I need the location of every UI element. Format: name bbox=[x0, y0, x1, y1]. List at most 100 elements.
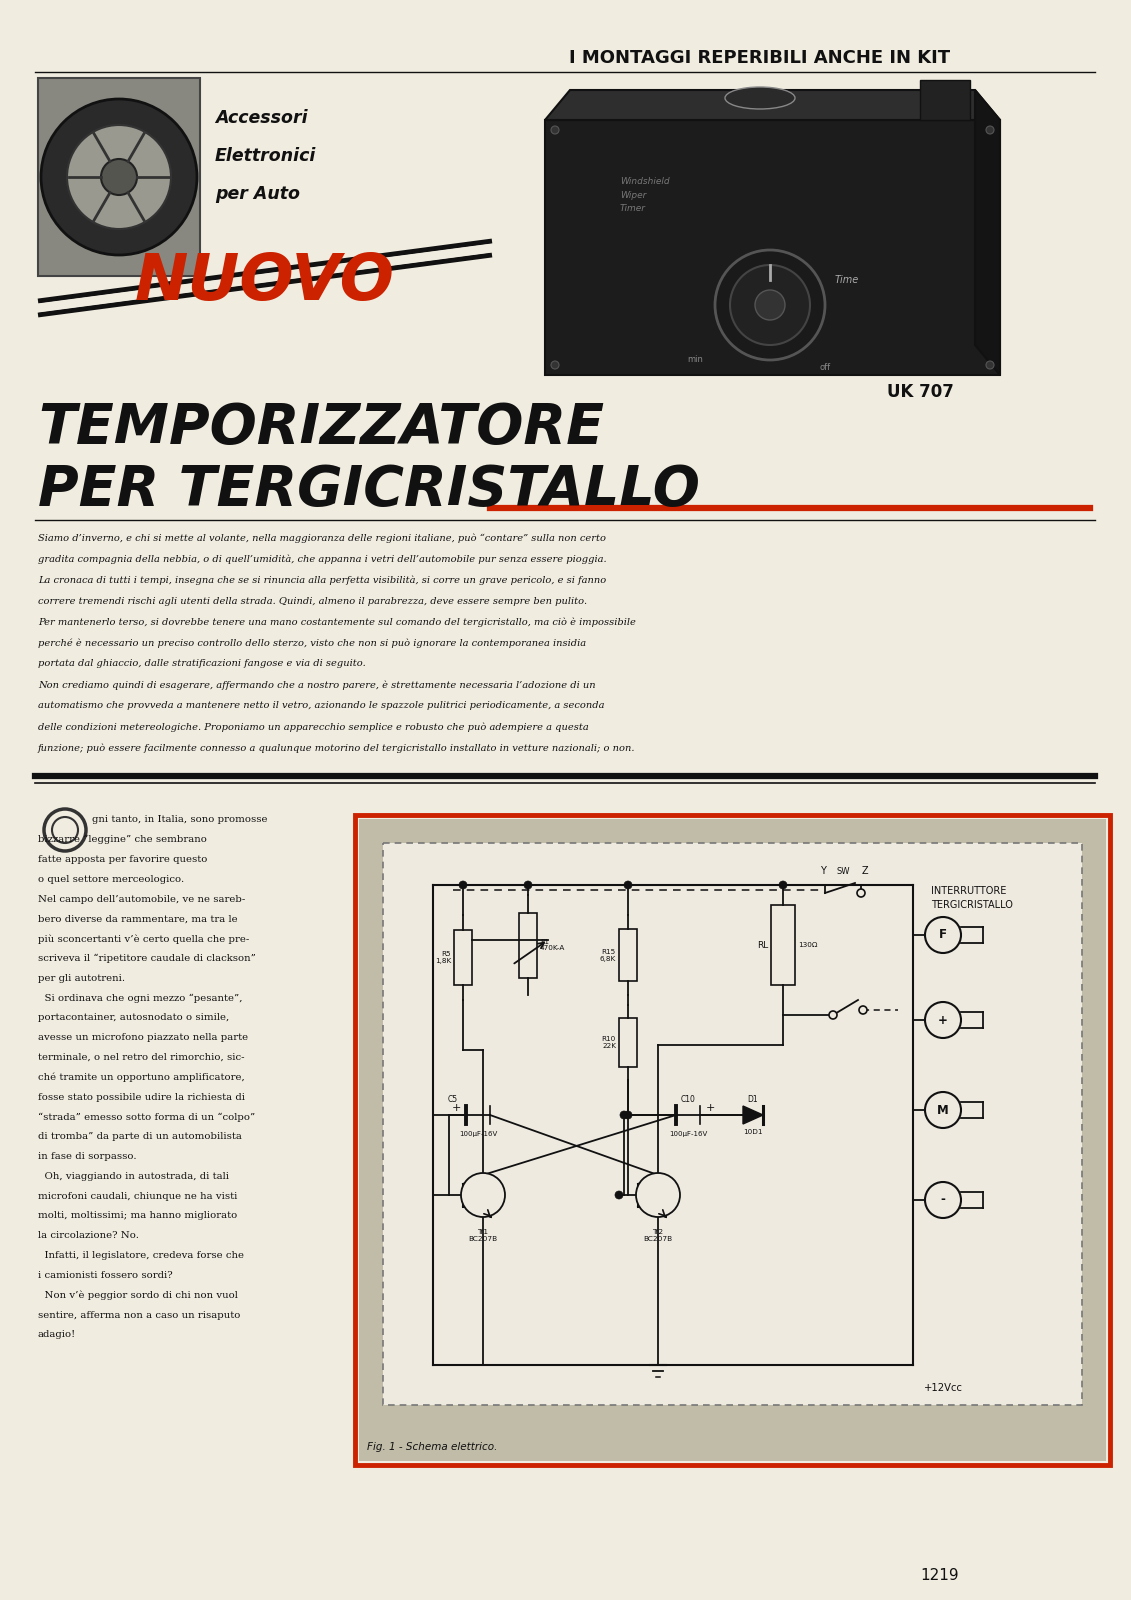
Text: microfoni caudali, chiunque ne ha visti: microfoni caudali, chiunque ne ha visti bbox=[38, 1192, 238, 1200]
Text: più sconcertanti v’è certo quella che pre-: più sconcertanti v’è certo quella che pr… bbox=[38, 934, 249, 944]
Circle shape bbox=[756, 290, 785, 320]
Text: i camionisti fossero sordi?: i camionisti fossero sordi? bbox=[38, 1270, 173, 1280]
Circle shape bbox=[925, 1091, 961, 1128]
Circle shape bbox=[986, 362, 994, 370]
Text: scriveva il “ripetitore caudale di clackson”: scriveva il “ripetitore caudale di clack… bbox=[38, 954, 256, 963]
Text: delle condizioni metereologiche. Proponiamo un apparecchio semplice e robusto ch: delle condizioni metereologiche. Proponi… bbox=[38, 722, 589, 731]
Text: -: - bbox=[941, 1194, 946, 1206]
Text: adagio!: adagio! bbox=[38, 1330, 76, 1339]
Polygon shape bbox=[545, 90, 1000, 120]
Circle shape bbox=[551, 362, 559, 370]
Circle shape bbox=[459, 882, 467, 890]
Text: avesse un microfono piazzato nella parte: avesse un microfono piazzato nella parte bbox=[38, 1034, 248, 1042]
Text: o quel settore merceologico.: o quel settore merceologico. bbox=[38, 875, 184, 883]
Text: La cronaca di tutti i tempi, insegna che se si rinuncia alla perfetta visibilità: La cronaca di tutti i tempi, insegna che… bbox=[38, 576, 606, 584]
Text: Nel campo dell’automobile, ve ne sareb-: Nel campo dell’automobile, ve ne sareb- bbox=[38, 894, 245, 904]
Text: 100μF-16V: 100μF-16V bbox=[668, 1131, 707, 1138]
Bar bbox=[519, 912, 537, 978]
Text: Time: Time bbox=[835, 275, 860, 285]
Bar bbox=[355, 814, 1110, 1466]
Text: molti, moltissimi; ma hanno migliorato: molti, moltissimi; ma hanno migliorato bbox=[38, 1211, 238, 1221]
Circle shape bbox=[551, 126, 559, 134]
Text: R10
22K: R10 22K bbox=[602, 1037, 616, 1050]
Circle shape bbox=[715, 250, 824, 360]
Text: NUOVO: NUOVO bbox=[135, 251, 395, 314]
Text: P1
470K-A: P1 470K-A bbox=[539, 939, 566, 952]
Text: correre tremendi rischi agli utenti della strada. Quindi, almeno il parabrezza, : correre tremendi rischi agli utenti dell… bbox=[38, 597, 587, 605]
Circle shape bbox=[624, 882, 632, 890]
Text: SW: SW bbox=[836, 867, 849, 875]
Bar bbox=[359, 819, 1106, 1461]
Text: Non v’è peggior sordo di chi non vuol: Non v’è peggior sordo di chi non vuol bbox=[38, 1291, 238, 1299]
Text: di tromba” da parte di un automobilista: di tromba” da parte di un automobilista bbox=[38, 1133, 242, 1141]
Text: off: off bbox=[820, 363, 831, 373]
Text: R5
1,8K: R5 1,8K bbox=[434, 950, 451, 963]
Bar bbox=[38, 78, 200, 275]
Circle shape bbox=[67, 125, 171, 229]
Text: +: + bbox=[938, 1013, 948, 1027]
Bar bbox=[920, 80, 970, 120]
Text: PER TERGICRISTALLO: PER TERGICRISTALLO bbox=[38, 462, 700, 517]
Text: portata dal ghiaccio, dalle stratificazioni fangose e via di seguito.: portata dal ghiaccio, dalle stratificazi… bbox=[38, 659, 365, 669]
Text: Windshield
Wiper
Timer: Windshield Wiper Timer bbox=[620, 178, 670, 213]
Text: 1219: 1219 bbox=[921, 1568, 959, 1584]
Text: Si ordinava che ogni mezzo “pesante”,: Si ordinava che ogni mezzo “pesante”, bbox=[38, 994, 242, 1003]
Polygon shape bbox=[975, 90, 1000, 374]
Text: Fig. 1 - Schema elettrico.: Fig. 1 - Schema elettrico. bbox=[366, 1442, 498, 1453]
Text: INTERRUTTORE
TERGICRISTALLO: INTERRUTTORE TERGICRISTALLO bbox=[931, 886, 1013, 910]
Circle shape bbox=[620, 1110, 628, 1118]
Text: fosse stato possibile udire la richiesta di: fosse stato possibile udire la richiesta… bbox=[38, 1093, 245, 1102]
Bar bbox=[619, 930, 637, 981]
Circle shape bbox=[857, 890, 865, 898]
Polygon shape bbox=[743, 1106, 763, 1123]
Text: +: + bbox=[706, 1102, 715, 1114]
Circle shape bbox=[461, 1173, 506, 1218]
Text: min: min bbox=[687, 355, 703, 365]
Circle shape bbox=[41, 99, 197, 254]
Ellipse shape bbox=[725, 86, 795, 109]
Circle shape bbox=[925, 917, 961, 954]
Bar bbox=[383, 843, 1082, 1405]
Text: Non crediamo quindi di esagerare, affermando che a nostro parere, è strettamente: Non crediamo quindi di esagerare, afferm… bbox=[38, 680, 596, 690]
Text: C5: C5 bbox=[448, 1096, 458, 1104]
Text: sentire, afferma non a caso un risaputo: sentire, afferma non a caso un risaputo bbox=[38, 1310, 241, 1320]
Bar bbox=[619, 1018, 637, 1067]
Text: Accessori: Accessori bbox=[215, 109, 308, 126]
Text: Tr1
BC207B: Tr1 BC207B bbox=[468, 1229, 498, 1242]
Text: funzione; può essere facilmente connesso a qualunque motorino del tergicristallo: funzione; può essere facilmente connesso… bbox=[38, 744, 636, 752]
Circle shape bbox=[101, 158, 137, 195]
Text: Siamo d’inverno, e chi si mette al volante, nella maggioranza delle regioni ital: Siamo d’inverno, e chi si mette al volan… bbox=[38, 533, 606, 542]
Text: 10D1: 10D1 bbox=[743, 1130, 762, 1134]
Text: Y: Y bbox=[820, 866, 826, 877]
Text: RL: RL bbox=[757, 941, 768, 949]
Text: F: F bbox=[939, 928, 947, 941]
Circle shape bbox=[524, 882, 532, 890]
Text: ché tramite un opportuno amplificatore,: ché tramite un opportuno amplificatore, bbox=[38, 1072, 244, 1082]
Bar bbox=[545, 120, 1000, 374]
Text: +12Vcc: +12Vcc bbox=[924, 1382, 962, 1394]
Text: R15
6,8K: R15 6,8K bbox=[599, 949, 616, 962]
Circle shape bbox=[986, 126, 994, 134]
Bar bbox=[454, 930, 472, 986]
Bar bbox=[771, 906, 795, 986]
Circle shape bbox=[729, 266, 810, 346]
Text: UK 707: UK 707 bbox=[887, 382, 953, 402]
Text: bizzarre “leggine” che sembrano: bizzarre “leggine” che sembrano bbox=[38, 835, 207, 845]
Circle shape bbox=[624, 1110, 632, 1118]
Text: +: + bbox=[451, 1102, 460, 1114]
Text: Infatti, il legislatore, credeva forse che: Infatti, il legislatore, credeva forse c… bbox=[38, 1251, 244, 1261]
Text: D1: D1 bbox=[748, 1096, 758, 1104]
Text: perché è necessario un preciso controllo dello sterzo, visto che non si può igno: perché è necessario un preciso controllo… bbox=[38, 638, 586, 648]
Circle shape bbox=[636, 1173, 680, 1218]
Text: bero diverse da rammentare, ma tra le: bero diverse da rammentare, ma tra le bbox=[38, 915, 238, 923]
Text: fatte apposta per favorire questo: fatte apposta per favorire questo bbox=[38, 854, 207, 864]
Circle shape bbox=[860, 1006, 867, 1014]
Text: in fase di sorpasso.: in fase di sorpasso. bbox=[38, 1152, 137, 1162]
Text: la circolazione? No.: la circolazione? No. bbox=[38, 1232, 139, 1240]
Text: automatismo che provveda a mantenere netto il vetro, azionando le spazzole pulit: automatismo che provveda a mantenere net… bbox=[38, 701, 604, 710]
Text: M: M bbox=[938, 1104, 949, 1117]
Text: gradita compagnia della nebbia, o di quell’umidità, che appanna i vetri dell’aut: gradita compagnia della nebbia, o di que… bbox=[38, 554, 606, 563]
Text: terminale, o nel retro del rimorchio, sic-: terminale, o nel retro del rimorchio, si… bbox=[38, 1053, 244, 1062]
Circle shape bbox=[925, 1002, 961, 1038]
Circle shape bbox=[925, 1182, 961, 1218]
